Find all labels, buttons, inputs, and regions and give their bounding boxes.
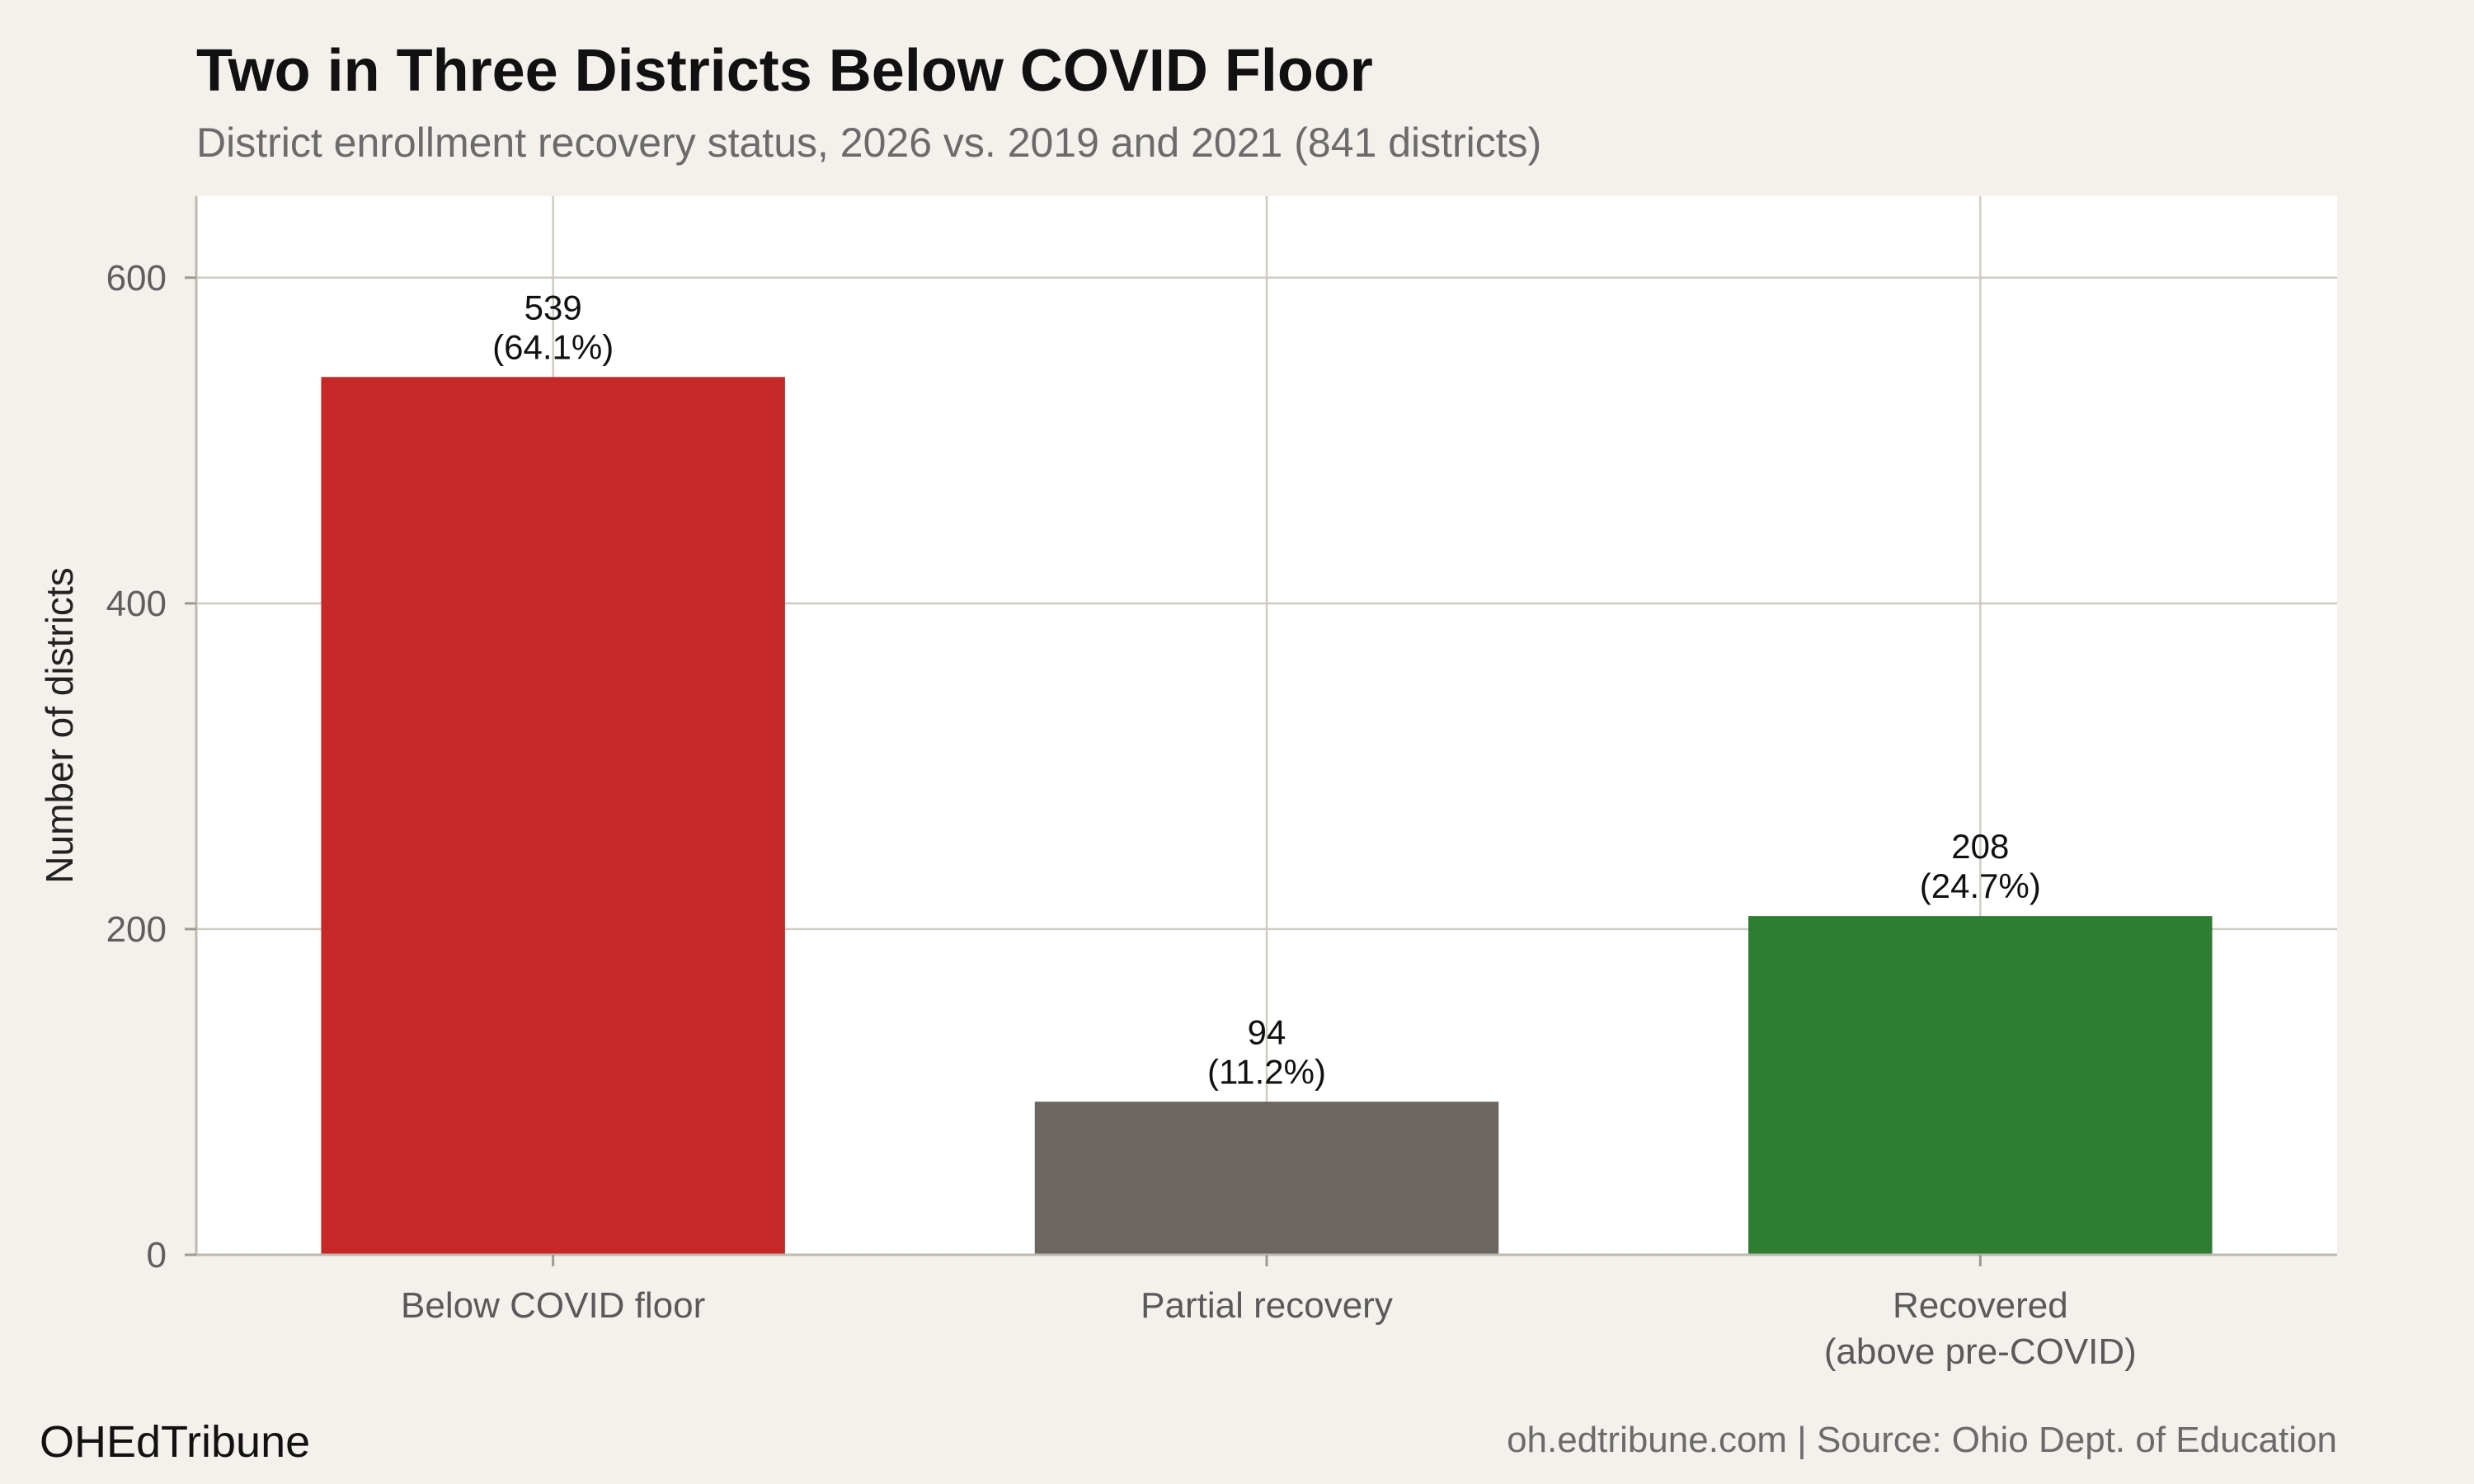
y-axis-ticks: 0 200 400 600 (106, 258, 196, 1275)
y-tick-label: 0 (147, 1235, 167, 1275)
x-tick-label: (above pre-COVID) (1824, 1331, 2137, 1372)
bar-data-label: (11.2%) (1207, 1052, 1326, 1091)
bar (1034, 1101, 1499, 1255)
bar-data-label: (24.7%) (1920, 866, 2041, 905)
y-tick-label: 600 (106, 258, 167, 298)
x-axis-ticks: Below COVID floor Partial recovery Recover… (401, 1255, 2137, 1372)
chart-subtitle: District enrollment recovery status, 202… (196, 120, 1541, 166)
chart-title: Two in Three Districts Below COVID Floor (196, 38, 1373, 104)
bar-data-label: (64.1%) (492, 327, 614, 366)
x-tick-label: Partial recovery (1141, 1285, 1393, 1326)
y-axis-title: Number of districts (38, 567, 81, 883)
x-tick-label: Recovered (1893, 1285, 2068, 1326)
data-labels: 539(64.1%) 94(11.2%) 208(24.7%) (492, 288, 2041, 1091)
x-tick-label: Below COVID floor (401, 1285, 705, 1326)
bar (1748, 916, 2213, 1255)
bar (321, 377, 785, 1255)
brand-logo-text: OHEdTribune (40, 1417, 310, 1467)
bar-data-label: 94 (1248, 1012, 1286, 1051)
source-credit: oh.edtribune.com | Source: Ohio Dept. of… (1507, 1420, 2337, 1460)
bar-data-label: 208 (1951, 827, 2009, 866)
bar-data-label: 539 (524, 288, 582, 326)
bar-series (321, 377, 2213, 1255)
y-tick-label: 400 (106, 584, 167, 624)
y-tick-label: 200 (106, 909, 167, 950)
